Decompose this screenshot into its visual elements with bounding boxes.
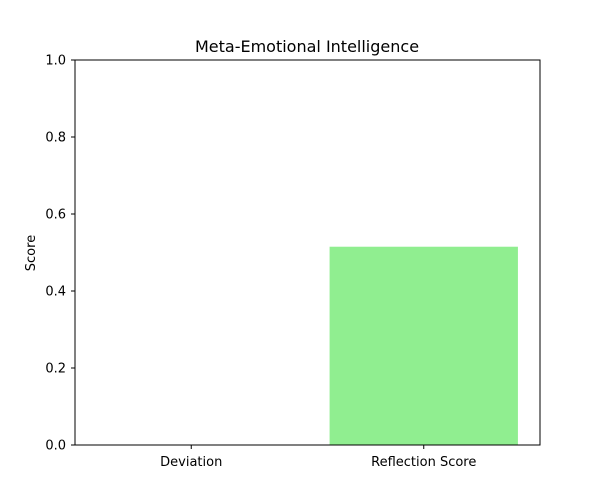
x-tick-label: Reflection Score — [371, 455, 476, 470]
x-tick-label: Deviation — [160, 455, 222, 470]
y-tick-label: 0.0 — [45, 439, 66, 454]
plot-area: Deviation Reflection Score 0.0 0.2 0.4 0.6 0.8… — [45, 54, 541, 470]
bar-reflection-score — [329, 246, 518, 445]
chart-title: Meta-Emotional Intelligence — [195, 37, 419, 56]
y-tick-label: 0.4 — [45, 285, 66, 300]
y-axis-label: Score — [24, 235, 39, 271]
y-tick-label: 1.0 — [45, 54, 66, 69]
y-tick-label: 0.8 — [45, 131, 66, 146]
y-tick-label: 0.6 — [45, 208, 66, 223]
plot-frame — [74, 59, 541, 446]
y-tick-label: 0.2 — [45, 362, 66, 377]
